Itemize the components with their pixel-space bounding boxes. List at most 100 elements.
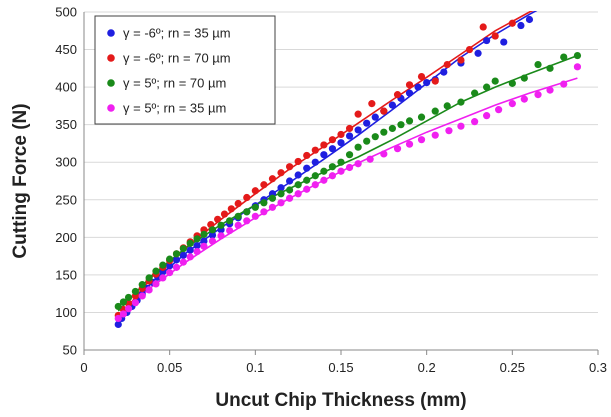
- data-point-series-3: [131, 287, 139, 296]
- data-point-series-4: [124, 305, 133, 313]
- data-point-series-4: [114, 314, 122, 323]
- x-tick-label: 0.25: [500, 360, 525, 375]
- data-point-series-3: [546, 64, 554, 72]
- data-point-series-4: [303, 185, 311, 193]
- data-point-series-4: [251, 212, 259, 220]
- data-point-series-3: [520, 74, 528, 82]
- data-point-series-3: [417, 113, 426, 121]
- data-point-series-4: [495, 106, 503, 114]
- data-point-series-4: [573, 63, 582, 71]
- data-point-series-4: [277, 199, 285, 207]
- data-point-series-1: [525, 15, 534, 24]
- x-tick-label: 0: [80, 360, 87, 375]
- data-point-series-3: [268, 194, 277, 202]
- data-point-series-1: [440, 68, 448, 76]
- legend-label: γ = 5º; rn = 70 µm: [123, 76, 226, 91]
- data-point-series-1: [172, 256, 181, 264]
- data-point-series-2: [443, 60, 451, 69]
- data-point-series-4: [380, 150, 388, 158]
- data-point-series-3: [380, 128, 388, 136]
- data-point-series-4: [286, 194, 294, 202]
- data-point-series-3: [491, 77, 499, 85]
- data-point-series-4: [179, 258, 187, 266]
- data-point-series-2: [294, 157, 302, 166]
- data-point-series-4: [366, 155, 374, 163]
- data-point-series-2: [320, 141, 328, 149]
- data-point-series-4: [337, 167, 345, 175]
- data-point-series-2: [286, 163, 294, 171]
- data-point-series-2: [243, 193, 251, 202]
- legend-box: [94, 15, 276, 125]
- data-point-series-4: [417, 136, 426, 144]
- y-tick-label: 400: [55, 80, 77, 95]
- data-point-series-1: [405, 89, 414, 97]
- y-tick-label: 100: [55, 305, 77, 320]
- data-point-series-4: [534, 91, 542, 99]
- data-point-series-3: [172, 250, 181, 258]
- data-point-series-1: [354, 126, 362, 134]
- data-point-series-4: [152, 280, 160, 288]
- data-point-series-3: [534, 60, 542, 69]
- data-point-series-4: [457, 122, 465, 130]
- data-point-series-3: [260, 199, 268, 207]
- data-point-series-3: [145, 274, 153, 282]
- data-point-series-3: [166, 255, 174, 263]
- data-point-series-3: [560, 53, 568, 61]
- data-point-series-2: [260, 181, 268, 189]
- data-point-series-3: [286, 186, 294, 194]
- data-point-series-2: [465, 45, 474, 54]
- data-point-series-1: [114, 320, 122, 329]
- data-point-series-4: [520, 95, 528, 103]
- legend-marker: [107, 79, 115, 87]
- data-point-series-3: [138, 281, 146, 289]
- data-point-series-3: [508, 79, 516, 87]
- y-tick-label: 500: [55, 5, 77, 20]
- data-point-series-2: [337, 130, 345, 139]
- data-point-series-1: [500, 38, 508, 46]
- data-point-series-1: [193, 241, 201, 250]
- data-point-series-4: [320, 176, 328, 184]
- data-point-series-4: [208, 237, 217, 245]
- data-point-series-2: [220, 210, 229, 218]
- data-point-series-1: [328, 145, 337, 153]
- data-point-series-4: [138, 292, 146, 300]
- data-point-series-3: [388, 124, 396, 133]
- data-point-series-4: [431, 131, 439, 139]
- data-point-series-3: [124, 293, 133, 302]
- y-tick-label: 250: [55, 192, 77, 207]
- data-point-series-3: [328, 163, 337, 171]
- legend-label: γ = 5º; rn = 35 µm: [123, 101, 226, 116]
- data-point-series-3: [471, 89, 479, 97]
- legend-marker: [107, 29, 115, 37]
- x-tick-label: 0.1: [246, 360, 264, 375]
- data-point-series-4: [159, 274, 167, 282]
- y-tick-label: 200: [55, 230, 77, 245]
- y-tick-label: 50: [63, 343, 77, 358]
- data-point-series-4: [260, 208, 268, 216]
- data-point-series-3: [483, 83, 491, 91]
- y-tick-label: 450: [55, 42, 77, 57]
- data-point-series-3: [303, 176, 311, 184]
- data-point-series-4: [186, 253, 194, 261]
- data-point-series-4: [345, 163, 354, 172]
- data-point-series-3: [431, 107, 439, 115]
- data-point-series-3: [294, 181, 302, 189]
- data-point-series-4: [471, 118, 479, 126]
- data-point-series-2: [227, 205, 235, 213]
- data-point-series-1: [474, 49, 482, 57]
- data-point-series-2: [268, 175, 277, 183]
- data-point-series-4: [560, 80, 568, 88]
- data-point-series-3: [405, 117, 414, 125]
- data-point-series-2: [251, 187, 259, 195]
- y-axis-title: Cutting Force (N): [10, 103, 31, 258]
- data-point-series-4: [393, 145, 402, 153]
- data-point-series-1: [311, 158, 319, 166]
- data-point-series-3: [277, 190, 285, 198]
- data-point-series-4: [546, 86, 554, 94]
- data-point-series-3: [217, 221, 225, 229]
- data-point-series-4: [311, 181, 319, 189]
- legend-label: γ = -6º; rn = 35 µm: [123, 26, 231, 41]
- data-point-series-3: [320, 167, 328, 175]
- data-point-series-1: [186, 246, 194, 254]
- data-point-series-3: [337, 158, 345, 166]
